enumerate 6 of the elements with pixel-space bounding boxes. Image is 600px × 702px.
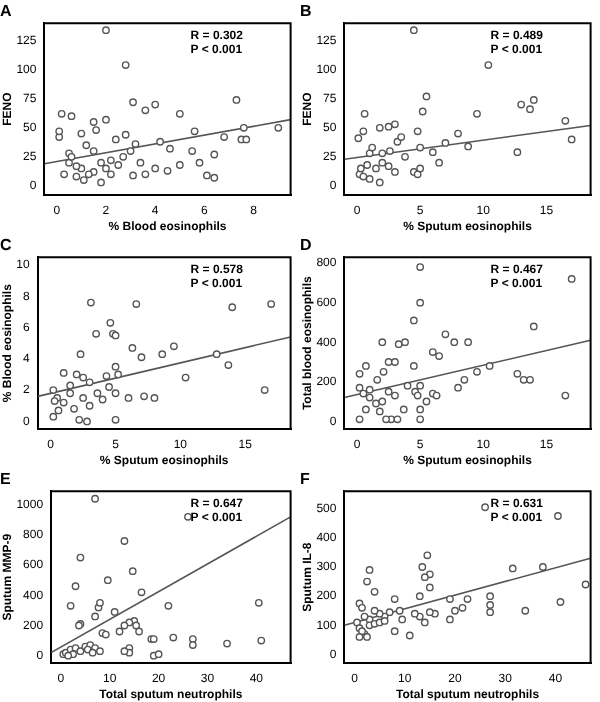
chart-title: D <box>300 236 312 255</box>
chart-title: E <box>0 470 12 489</box>
chart-title: B <box>300 2 312 21</box>
chart-title: C <box>0 236 12 255</box>
chart-title: F <box>300 470 310 489</box>
chart-title: A <box>0 2 12 21</box>
